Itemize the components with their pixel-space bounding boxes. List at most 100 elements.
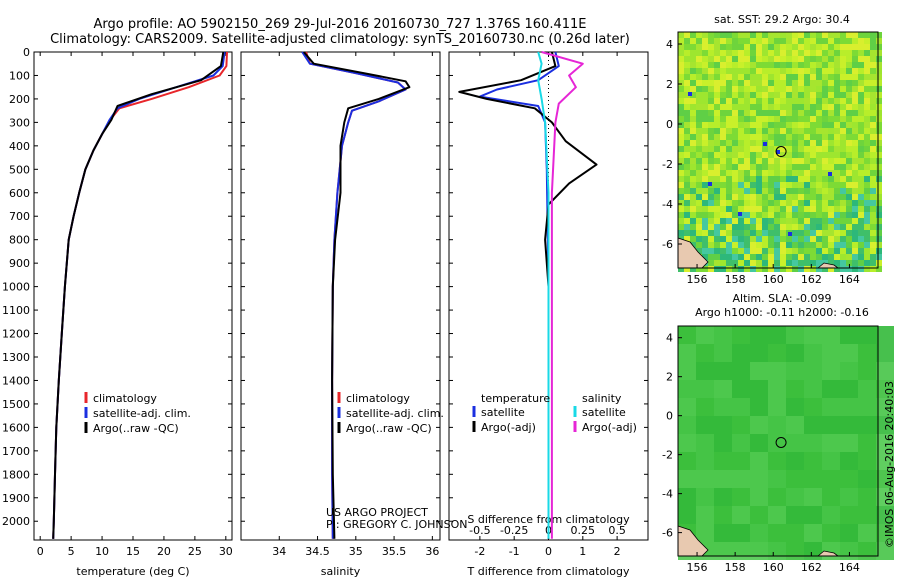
sst-map-sst-cell: [780, 80, 786, 86]
sst-map-sst-cell: [750, 266, 756, 272]
sst-map-sst-cell: [852, 122, 858, 128]
sst-map-sst-cell: [786, 248, 792, 254]
sst-map-sst-cell: [810, 56, 816, 62]
sst-map-sst-cell: [792, 224, 798, 230]
sst-map-sst-cell: [708, 32, 714, 38]
sst-map-sst-cell: [798, 74, 804, 80]
sst-map-sst-cell: [774, 86, 780, 92]
sst-map-sst-cell: [828, 38, 834, 44]
sst-map-sst-cell: [702, 92, 708, 98]
sst-map-sst-cell: [738, 182, 744, 188]
sst-map-sst-cell: [684, 56, 690, 62]
sla-map-sla-cell: [768, 524, 786, 542]
sst-map-sst-cell: [876, 116, 882, 122]
sst-map-sst-cell: [702, 128, 708, 134]
sla-map-sla-cell: [714, 326, 732, 344]
sst-map-sst-cell: [870, 38, 876, 44]
sst-map-sst-cell: [804, 182, 810, 188]
sla-map-sla-cell: [804, 380, 822, 398]
sst-map-sst-cell: [714, 266, 720, 272]
sst-map-sst-cell: [726, 140, 732, 146]
sst-map-sst-cell: [744, 98, 750, 104]
sst-map-sst-cell: [828, 74, 834, 80]
sst-map-sst-cell: [690, 266, 696, 272]
sst-map-sst-cell: [774, 50, 780, 56]
sst-map-sst-cell: [798, 32, 804, 38]
sst-map-sst-cell: [732, 80, 738, 86]
sst-map-sst-cell: [720, 44, 726, 50]
sst-map-sst-cell: [846, 80, 852, 86]
sst-map-sst-cell: [852, 128, 858, 134]
sst-map-sst-cell: [726, 176, 732, 182]
sst-map-sst-cell: [738, 110, 744, 116]
depth-tick-label: 500: [9, 163, 30, 176]
sst-map-sst-cell: [834, 80, 840, 86]
sst-map-sst-cell: [852, 266, 858, 272]
sst-map-sst-cell: [696, 98, 702, 104]
sst-map-sst-cell: [828, 182, 834, 188]
sst-map-sst-cell: [738, 206, 744, 212]
sst-map-sst-cell: [702, 116, 708, 122]
sst-map-sst-cell: [684, 224, 690, 230]
temperature-legend-label: Argo(..raw -QC): [93, 422, 179, 435]
sst-map-sst-cell: [750, 62, 756, 68]
sst-map-sst-cell: [762, 254, 768, 260]
depth-tick-label: 1700: [2, 445, 30, 458]
sst-map-sst-cell: [720, 224, 726, 230]
sla-map-sla-cell: [822, 524, 840, 542]
sst-map-sst-cell: [714, 122, 720, 128]
sst-map-sst-cell: [822, 44, 828, 50]
sst-map-sst-cell: [732, 68, 738, 74]
sst-map-sst-cell: [804, 104, 810, 110]
sst-map-sst-cell: [804, 32, 810, 38]
sst-map-sst-cell: [762, 194, 768, 200]
sst-map-sst-cell: [822, 56, 828, 62]
sst-map-sst-cell: [696, 32, 702, 38]
sst-map-sst-cell: [834, 152, 840, 158]
sst-map-sst-cell: [786, 86, 792, 92]
sst-map-sst-cell: [714, 194, 720, 200]
sst-map-sst-cell: [678, 92, 684, 98]
sst-map-sst-cell: [714, 98, 720, 104]
sst-map-sst-cell: [786, 158, 792, 164]
sst-map-sst-cell: [846, 44, 852, 50]
sst-map-sst-cell: [684, 212, 690, 218]
sst-map-sst-cell: [774, 116, 780, 122]
sst-map-sst-cell: [852, 164, 858, 170]
sst-map-sst-cell: [840, 80, 846, 86]
sst-map-sst-cell: [876, 212, 882, 218]
sst-map-sst-cell: [852, 242, 858, 248]
sst-map-sst-cell: [738, 242, 744, 248]
sst-map-sst-cell: [846, 98, 852, 104]
credit-line-1: US ARGO PROJECT: [326, 506, 428, 519]
sst-map-sst-cell: [744, 44, 750, 50]
sst-map-x-tick-label: 158: [725, 273, 746, 286]
sst-map-sst-cell: [828, 224, 834, 230]
sst-map-sst-cell: [750, 92, 756, 98]
sst-map-sst-cell: [786, 32, 792, 38]
sst-map-sst-cell: [768, 104, 774, 110]
sst-map-sst-cell: [738, 140, 744, 146]
sst-map-sst-cell: [822, 128, 828, 134]
sst-map-sst-cell: [744, 80, 750, 86]
sst-map-sst-cell: [834, 116, 840, 122]
sst-map-sst-cell: [738, 248, 744, 254]
sst-map-sst-cell: [768, 182, 774, 188]
sst-map-sst-cell: [828, 140, 834, 146]
sst-map-sst-cell: [744, 224, 750, 230]
sst-map-sst-cell: [732, 122, 738, 128]
sst-map-sst-cell: [702, 122, 708, 128]
sst-map-sst-cell: [738, 200, 744, 206]
sst-map-sst-cell: [786, 188, 792, 194]
sst-map-sst-cell: [744, 236, 750, 242]
sla-map-sla-cell: [678, 362, 696, 380]
sla-map-sla-cell: [876, 344, 894, 362]
sla-map-sla-cell: [804, 362, 822, 380]
sla-map-sla-cell: [678, 398, 696, 416]
sst-map-sst-cell: [744, 200, 750, 206]
sla-map-sla-cell: [714, 416, 732, 434]
sst-map-sst-cell: [792, 68, 798, 74]
sst-map-sst-cell: [786, 218, 792, 224]
sst-map-sst-cell: [750, 254, 756, 260]
sla-map-sla-cell: [732, 362, 750, 380]
